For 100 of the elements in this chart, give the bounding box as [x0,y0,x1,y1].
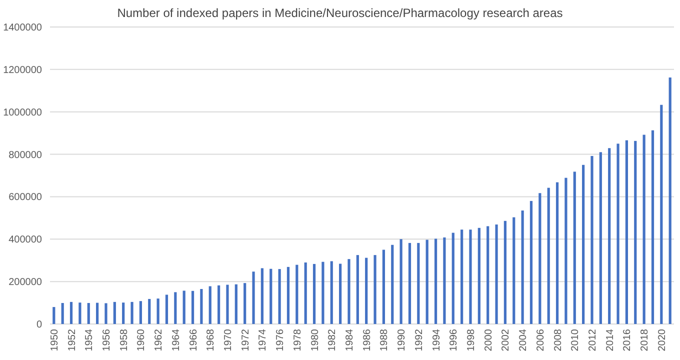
x-tick-label: 2008 [552,328,564,352]
y-tick-label: 1200000 [3,64,42,76]
bar [113,302,116,324]
x-tick-label: 1986 [362,328,373,352]
bar [625,140,628,324]
bar [61,303,64,324]
x-tick-label: 2010 [570,328,582,352]
bar [582,164,585,324]
x-tick-label: 1970 [222,328,234,352]
bar [200,288,203,324]
bar [564,178,568,324]
bar [573,172,576,324]
bar [234,284,238,324]
bar [191,290,194,324]
bar [417,242,420,324]
x-tick-label: 1966 [188,328,200,352]
bar [339,264,342,324]
bar [538,193,542,324]
bar [512,217,516,324]
bar [122,302,125,324]
bar [182,290,186,324]
bar [156,298,160,324]
bar [148,298,151,324]
bar [495,224,498,324]
bar [139,301,142,324]
bar [608,148,611,324]
bar [486,226,490,324]
bar [296,264,298,324]
x-tick-label: 1968 [206,328,217,352]
bar [504,220,506,324]
x-tick-label: 2018 [640,328,651,352]
bar [78,302,82,324]
x-tick-label: 1982 [327,328,338,352]
y-tick-label: 400000 [8,234,42,246]
y-tick-label: 0 [36,320,42,330]
bar [660,104,663,324]
y-tick-label: 800000 [8,150,42,161]
bar [521,210,524,324]
bar [244,283,246,324]
bar [400,239,402,324]
bar [348,259,350,324]
bar [278,269,281,324]
bar [374,255,376,324]
bar [260,268,264,324]
bar [391,244,394,324]
x-tick-label: 1996 [448,328,460,352]
bar [330,261,333,324]
x-tick-label: 1988 [379,328,390,352]
bar [434,238,438,324]
x-tick-label: 2002 [500,328,512,352]
bar [270,268,272,324]
x-tick-label: 1960 [136,328,148,352]
bar [252,272,255,324]
x-tick-label: 1994 [431,328,442,352]
bar [87,303,90,324]
bar [634,140,637,324]
x-tick-label: 2020 [656,328,668,352]
bar [226,284,229,324]
bar [556,182,559,324]
bar [356,255,359,324]
x-tick-label: 1980 [310,328,321,352]
y-tick-label: 1000000 [3,107,42,118]
x-tick-label: 1974 [258,328,269,352]
x-tick-label: 2012 [587,328,598,352]
x-tick-label: 1954 [84,328,96,352]
x-tick-label: 1972 [240,328,252,352]
bar [304,262,307,324]
bar [286,266,290,324]
bar [104,303,108,324]
bar [218,285,220,324]
bar [96,302,99,324]
x-tick-label: 2000 [483,328,494,352]
bar [426,240,428,324]
bar [478,228,480,324]
bar [530,200,533,324]
x-tick-label: 1976 [275,328,286,352]
bar [642,134,646,324]
bar [460,230,464,324]
bar [365,258,368,324]
bar [443,237,446,324]
x-tick-label: 2016 [622,328,634,352]
x-tick-label: 1956 [101,328,112,352]
bar [382,250,385,324]
x-tick-label: 1962 [154,328,165,352]
bar [208,286,212,324]
bar [312,264,316,324]
y-tick-label: 600000 [8,192,42,204]
x-tick-label: 1984 [344,328,356,352]
x-tick-label: 1998 [466,328,477,352]
x-tick-label: 2014 [604,328,616,352]
y-tick-label: 1400000 [3,22,42,34]
x-tick-label: 2006 [535,328,546,352]
x-tick-label: 1958 [118,328,130,352]
bar [130,302,134,324]
x-tick-label: 1978 [292,328,304,352]
bar [599,152,602,324]
bar [616,144,620,324]
bar [70,302,73,324]
x-tick-label: 1950 [49,328,60,352]
bar [668,77,672,324]
